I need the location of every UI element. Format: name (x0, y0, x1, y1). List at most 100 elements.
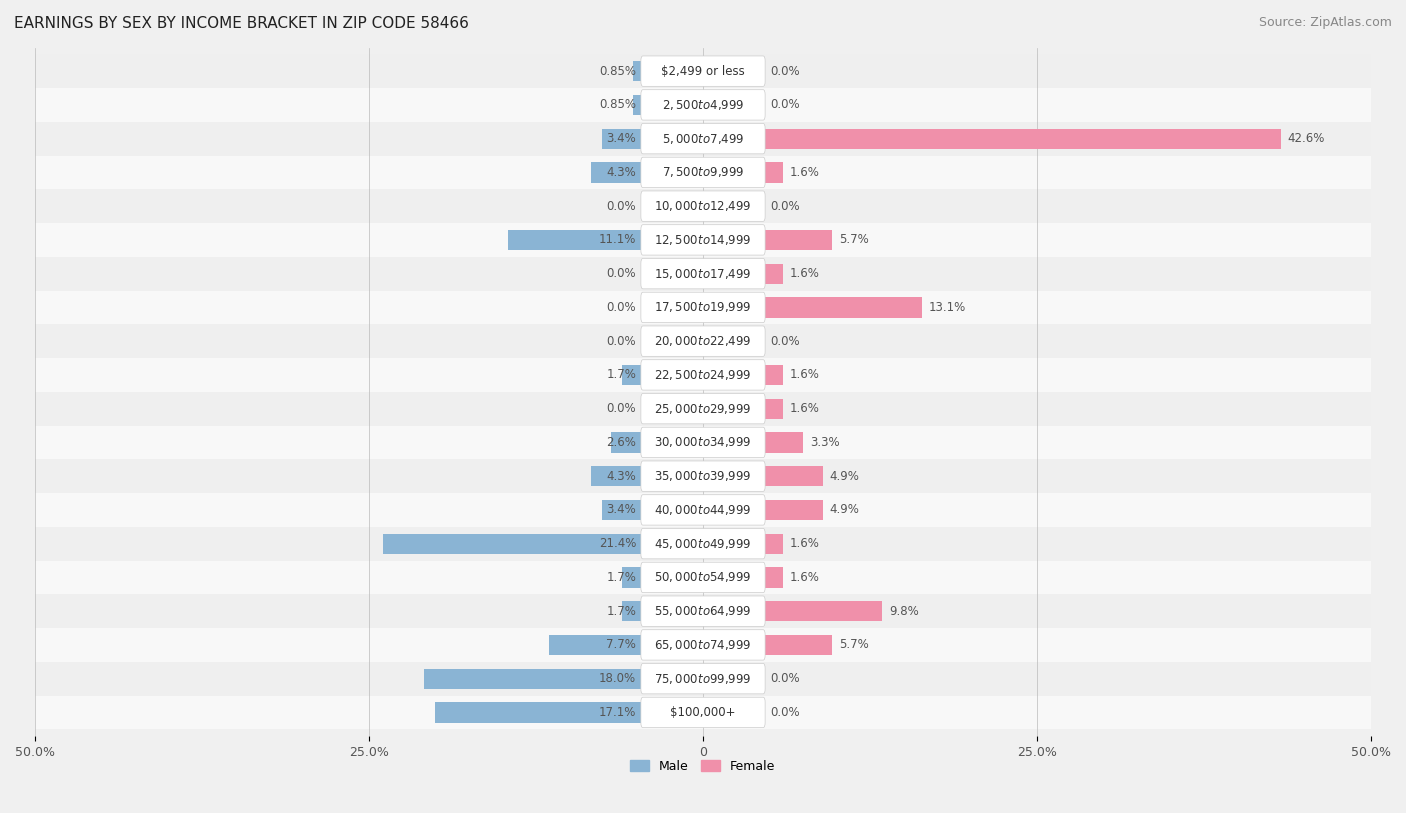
Bar (382, 533, 643, 554)
Text: $20,000 to $22,499: $20,000 to $22,499 (654, 334, 752, 348)
Text: 7.7%: 7.7% (606, 638, 636, 651)
FancyBboxPatch shape (641, 259, 765, 289)
Bar (35, 425, 1371, 459)
Text: $65,000 to $74,999: $65,000 to $74,999 (654, 638, 752, 652)
Bar (591, 163, 643, 183)
FancyBboxPatch shape (641, 563, 765, 593)
Text: 0.85%: 0.85% (599, 65, 636, 78)
Text: 5.7%: 5.7% (839, 638, 869, 651)
Bar (35, 696, 1371, 729)
FancyBboxPatch shape (641, 495, 765, 525)
FancyBboxPatch shape (641, 630, 765, 660)
Bar (763, 163, 783, 183)
Text: 1.6%: 1.6% (789, 537, 820, 550)
Text: $25,000 to $29,999: $25,000 to $29,999 (654, 402, 752, 415)
Bar (602, 128, 643, 149)
Bar (35, 662, 1371, 696)
Text: $35,000 to $39,999: $35,000 to $39,999 (654, 469, 752, 483)
Bar (508, 230, 643, 250)
Bar (35, 493, 1371, 527)
Bar (763, 567, 783, 588)
FancyBboxPatch shape (641, 124, 765, 154)
Bar (35, 155, 1371, 189)
Text: $5,000 to $7,499: $5,000 to $7,499 (662, 132, 744, 146)
Text: Source: ZipAtlas.com: Source: ZipAtlas.com (1258, 16, 1392, 29)
Text: 1.6%: 1.6% (789, 571, 820, 584)
Bar (633, 61, 643, 81)
Bar (550, 635, 643, 655)
Bar (591, 466, 643, 486)
Text: 0.0%: 0.0% (606, 301, 636, 314)
Bar (612, 433, 643, 453)
Text: 3.3%: 3.3% (810, 436, 839, 449)
Text: 3.4%: 3.4% (606, 133, 636, 146)
Text: $50,000 to $54,999: $50,000 to $54,999 (654, 571, 752, 585)
FancyBboxPatch shape (641, 326, 765, 356)
Bar (35, 189, 1371, 223)
Text: 0.0%: 0.0% (770, 65, 800, 78)
Text: 0.0%: 0.0% (770, 200, 800, 213)
FancyBboxPatch shape (641, 698, 765, 728)
FancyBboxPatch shape (641, 89, 765, 120)
Text: $100,000+: $100,000+ (671, 706, 735, 719)
Text: 1.6%: 1.6% (789, 402, 820, 415)
Bar (35, 88, 1371, 122)
Bar (35, 392, 1371, 425)
Bar (623, 601, 643, 621)
Bar (633, 95, 643, 115)
Text: $45,000 to $49,999: $45,000 to $49,999 (654, 537, 752, 550)
Text: 4.3%: 4.3% (606, 470, 636, 483)
Legend: Male, Female: Male, Female (626, 755, 780, 778)
Text: 0.0%: 0.0% (770, 706, 800, 719)
Text: 9.8%: 9.8% (889, 605, 918, 618)
Bar (35, 223, 1371, 257)
Text: 3.4%: 3.4% (606, 503, 636, 516)
Bar (35, 257, 1371, 290)
Text: 0.0%: 0.0% (770, 335, 800, 348)
Bar (35, 122, 1371, 155)
Bar (763, 128, 1281, 149)
Text: 0.85%: 0.85% (599, 98, 636, 111)
Bar (35, 358, 1371, 392)
Bar (763, 466, 823, 486)
Text: $2,499 or less: $2,499 or less (661, 65, 745, 78)
Text: $12,500 to $14,999: $12,500 to $14,999 (654, 233, 752, 247)
Bar (35, 594, 1371, 628)
Text: 0.0%: 0.0% (770, 98, 800, 111)
Text: 0.0%: 0.0% (606, 200, 636, 213)
Text: EARNINGS BY SEX BY INCOME BRACKET IN ZIP CODE 58466: EARNINGS BY SEX BY INCOME BRACKET IN ZIP… (14, 16, 470, 31)
Text: $22,500 to $24,999: $22,500 to $24,999 (654, 368, 752, 382)
Bar (35, 560, 1371, 594)
Bar (763, 433, 803, 453)
Text: 1.7%: 1.7% (606, 605, 636, 618)
FancyBboxPatch shape (641, 292, 765, 323)
Text: 13.1%: 13.1% (929, 301, 966, 314)
Bar (425, 668, 643, 689)
FancyBboxPatch shape (641, 528, 765, 559)
Bar (763, 398, 783, 419)
FancyBboxPatch shape (641, 359, 765, 390)
Bar (623, 365, 643, 385)
Text: 17.1%: 17.1% (599, 706, 636, 719)
Bar (35, 459, 1371, 493)
Bar (623, 567, 643, 588)
Bar (763, 298, 922, 318)
Text: 0.0%: 0.0% (606, 335, 636, 348)
FancyBboxPatch shape (641, 461, 765, 491)
Bar (35, 54, 1371, 88)
Text: $2,500 to $4,999: $2,500 to $4,999 (662, 98, 744, 112)
Text: 0.0%: 0.0% (770, 672, 800, 685)
Text: 11.1%: 11.1% (599, 233, 636, 246)
Text: $10,000 to $12,499: $10,000 to $12,499 (654, 199, 752, 213)
Bar (602, 500, 643, 520)
Text: $40,000 to $44,999: $40,000 to $44,999 (654, 503, 752, 517)
Text: 5.7%: 5.7% (839, 233, 869, 246)
Text: 4.9%: 4.9% (830, 470, 859, 483)
Text: 2.6%: 2.6% (606, 436, 636, 449)
Text: 4.3%: 4.3% (606, 166, 636, 179)
Text: $55,000 to $64,999: $55,000 to $64,999 (654, 604, 752, 618)
FancyBboxPatch shape (641, 427, 765, 458)
Bar (763, 533, 783, 554)
Bar (434, 702, 643, 723)
Text: 0.0%: 0.0% (606, 402, 636, 415)
